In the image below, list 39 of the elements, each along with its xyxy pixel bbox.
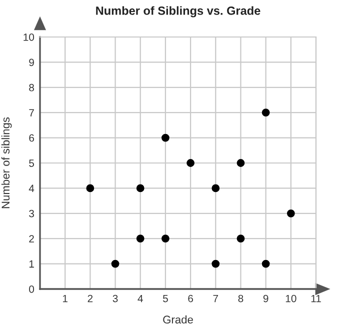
point: [212, 184, 220, 192]
point: [236, 159, 245, 167]
point: [212, 260, 220, 268]
x-tick-label: 11: [311, 294, 321, 302]
y-axis-title: Number of siblings: [1, 117, 12, 208]
point: [236, 234, 245, 243]
x-tick-label: 2: [88, 294, 93, 302]
x-tick-label: 8: [238, 294, 244, 302]
y-tick-label: 10: [24, 34, 34, 41]
point: [111, 260, 120, 268]
point: [162, 234, 170, 243]
point: [136, 234, 144, 243]
chart-title: Number of Siblings vs. Grade: [96, 6, 260, 18]
point: [86, 184, 94, 192]
y-tick-label: 1: [29, 260, 34, 268]
x-axis-title: Grade: [163, 315, 193, 324]
y-tick-label: 0: [29, 286, 34, 293]
x-tick-label: 4: [138, 294, 143, 302]
y-tick-label: 8: [29, 84, 34, 92]
y-tick-label: 3: [29, 210, 34, 218]
point: [262, 108, 270, 117]
y-tick-label: 5: [29, 160, 34, 167]
point: [286, 209, 295, 218]
x-tick-label: 6: [188, 294, 193, 302]
x-tick-label: 7: [213, 294, 218, 302]
x-tick-label: 5: [162, 294, 168, 302]
point: [136, 184, 144, 192]
x-tick-label: 9: [263, 294, 268, 302]
y-tick-label: 9: [29, 58, 34, 66]
point: [186, 159, 194, 167]
point: [162, 134, 170, 142]
x-tick-label: 1: [62, 294, 68, 302]
y-tick-label: 7: [29, 109, 34, 116]
y-tick-label: 2: [29, 235, 34, 242]
y-tick-label: 4: [28, 184, 34, 192]
point: [262, 260, 270, 268]
y-tick-label: 6: [29, 134, 34, 142]
x-tick-label: 3: [112, 294, 118, 302]
x-tick-label: 10: [286, 294, 296, 302]
